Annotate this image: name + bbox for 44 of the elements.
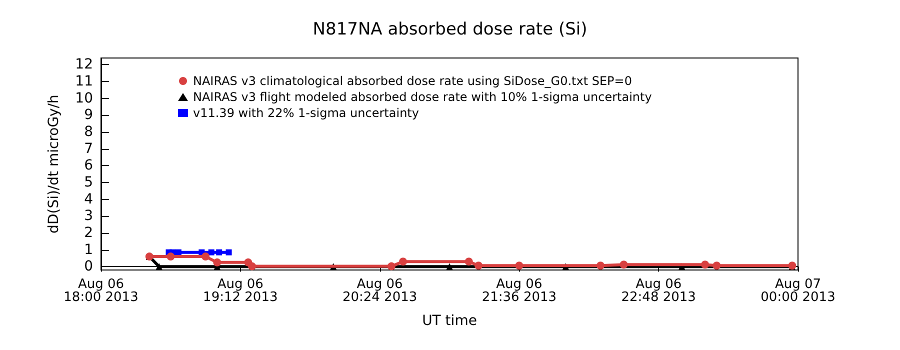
point <box>248 262 256 270</box>
y-tick-label: 2 <box>84 224 93 241</box>
y-tick-label: 8 <box>84 124 93 140</box>
x-tick-label: Aug 06 22:48 2013 <box>621 277 696 305</box>
point <box>166 252 175 261</box>
y-tick-label: 12 <box>75 56 93 73</box>
y-tick-label: 4 <box>84 191 94 208</box>
chart-title: N817NA absorbed dose rate (Si) <box>312 20 588 40</box>
point <box>213 258 222 266</box>
y-tick-label: 10 <box>75 90 93 106</box>
point <box>387 262 396 270</box>
y-tick-label: 7 <box>84 140 93 157</box>
x-tick-label: Aug 06 18:00 2013 <box>64 277 138 305</box>
point <box>712 262 721 270</box>
legend-label: v11.39 with 22% 1-sigma uncertainty <box>193 106 419 120</box>
point <box>464 258 473 266</box>
point <box>399 258 408 266</box>
point <box>156 263 163 270</box>
point <box>226 249 232 256</box>
y-tick-label: 6 <box>84 158 94 174</box>
y-tick-label: 9 <box>84 107 93 124</box>
point <box>202 252 210 261</box>
legend-label: NAIRAS v3 flight modeled absorbed dose rate with 10% 1-sigma uncertainty <box>193 90 652 104</box>
point <box>208 249 214 256</box>
x-tick-label: Aug 06 19:12 2013 <box>203 277 278 305</box>
point <box>620 260 628 269</box>
y-tick-label: 1 <box>84 242 93 258</box>
y-tick-label: 5 <box>84 174 93 191</box>
y-tick-label: 11 <box>75 74 93 90</box>
legend-label: NAIRAS v3 climatological absorbed dose rate using SiDose_G0.txt SEP=0 <box>193 74 632 88</box>
y-tick-label: 3 <box>84 208 93 224</box>
x-tick-label: Aug 06 21:36 2013 <box>482 277 557 305</box>
point <box>175 249 182 256</box>
x-axis-title: UT time <box>422 313 477 329</box>
x-tick-label: Aug 07 00:00 2013 <box>760 277 836 305</box>
y-axis-title: dD(Si)/dt microGy/h <box>46 94 62 234</box>
x-tick-label: Aug 06 20:24 2013 <box>342 277 418 305</box>
point <box>216 249 222 256</box>
point <box>596 262 605 270</box>
point <box>515 262 524 270</box>
point <box>474 262 483 270</box>
point <box>701 260 710 269</box>
y-tick-label: 0 <box>84 258 93 275</box>
point <box>446 263 453 270</box>
